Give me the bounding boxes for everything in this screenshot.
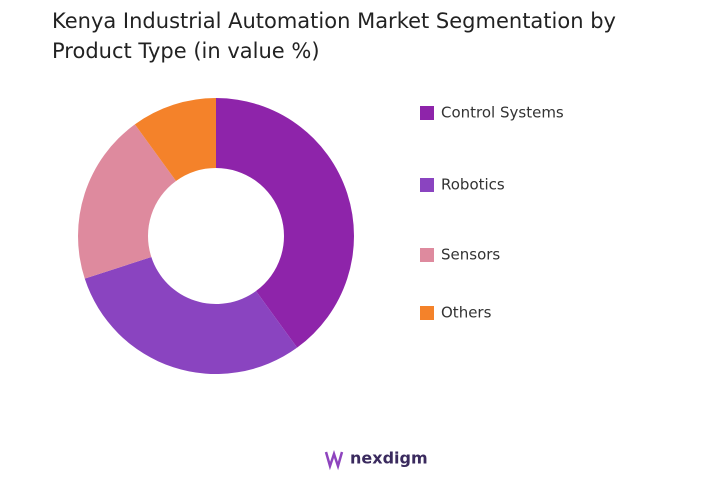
logo-icon [324,450,344,471]
legend-label: Others [441,304,492,322]
legend-swatch [420,248,434,262]
legend-label: Sensors [441,246,500,264]
chart-title: Kenya Industrial Automation Market Segme… [52,9,616,63]
legend-label: Robotics [441,176,505,194]
legend-swatch [420,306,434,320]
donut-slice [134,98,216,181]
donut-slice [78,124,177,279]
donut-slice [84,257,298,375]
legend-swatch [420,178,434,192]
legend-label: Control Systems [441,104,564,122]
legend-swatch [420,106,434,120]
logo-text: nexdigm [350,449,428,468]
donut-slice [216,98,354,348]
